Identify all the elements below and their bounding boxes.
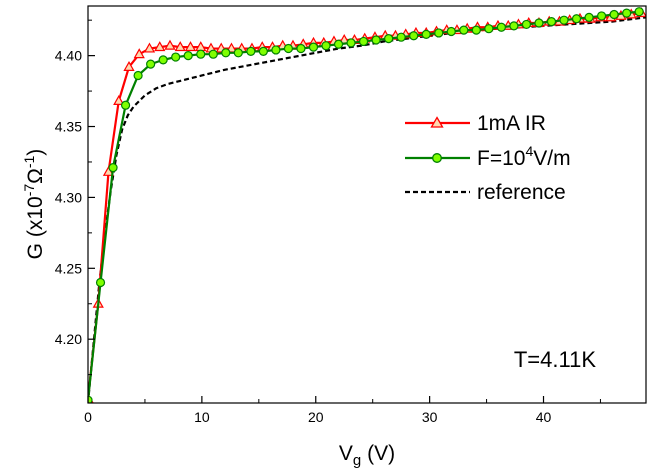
x-axis-title-main: V [339,442,353,465]
legend-label-field-post: V/m [533,147,570,170]
legend-label-1ma-ir: 1mA IR [477,112,546,135]
data-point-triangle [113,94,125,106]
data-point-circle [546,16,557,27]
legend-marker-circle [432,153,442,163]
data-point-triangle [123,60,135,71]
data-point-triangle [164,39,176,50]
data-point-circle [446,26,456,37]
data-point-circle [346,38,356,48]
legend-label-field-sup: 4 [525,143,533,159]
y-tick-label: 4.40 [55,48,82,64]
y-axis-title: G (x10-7Ω-1) [21,149,47,260]
data-point-circle [484,24,494,34]
data-point-circle [108,163,118,173]
data-point-circle [371,35,381,45]
data-point-circle [146,59,156,69]
data-point-circle [95,277,106,288]
data-point-circle [622,8,632,18]
y-tick-label: 4.35 [55,119,82,135]
data-point-circle [584,12,594,22]
x-tick-label: 20 [308,409,324,425]
data-point-circle [258,46,268,56]
data-point-triangle [154,41,166,52]
legend-label-field: F=104V/m [477,143,571,170]
x-tick-label: 0 [84,409,92,425]
data-point-circle [133,70,143,81]
data-point-triangle [174,41,186,52]
x-tick-label: 40 [536,409,552,425]
data-point-circle [246,46,256,56]
legend-label-field-pre: F=10 [477,147,525,170]
data-point-circle [196,49,206,59]
data-point-circle [158,55,168,65]
data-point-circle [233,48,243,58]
y-tick-label: 4.20 [55,331,82,347]
data-point-circle [358,36,369,47]
data-point-circle [609,9,619,20]
x-tick-label: 30 [422,409,438,425]
y-axis-title-mid: Ω [24,168,47,184]
data-point-circle [634,7,644,17]
data-point-circle [434,28,444,38]
data-point-circle [459,25,469,35]
data-point-triangle [184,41,197,52]
data-point-circle [120,100,131,110]
legend-entry-field: F=104V/m [405,143,571,170]
data-point-circle [571,14,582,24]
plot-frame [87,5,647,404]
y-tick-label: 4.30 [55,189,82,205]
ticks-layer: 0 10 20 30 40 4.20 4.25 4.30 4.35 4.40 [55,19,601,425]
data-point-circle [509,21,519,31]
data-point-circle [471,25,481,35]
data-point-circle [333,39,344,49]
data-point-circle [559,15,569,25]
y-tick-label: 4.25 [55,260,82,276]
data-point-circle [534,18,544,28]
y-axis-title-end: ) [24,149,47,156]
legend-entry-reference: reference [405,181,566,204]
plot-area [88,6,646,403]
series-layer [88,7,646,403]
data-point-circle [221,48,231,58]
legend: 1mA IR F=104V/m reference [405,112,571,204]
data-point-triangle [143,42,156,53]
data-point-triangle [133,48,145,59]
data-point-circle [384,34,394,44]
legend-marker-triangle [430,116,444,128]
data-point-circle [596,11,607,21]
data-point-circle [308,42,319,52]
temperature-annotation: T=4.11K [514,347,596,372]
legend-entry-1ma-ir: 1mA IR [405,112,546,135]
data-point-circle [271,45,281,55]
data-point-circle [283,43,294,54]
x-tick-label: 10 [194,409,210,425]
data-point-circle [296,43,306,54]
legend-label-reference: reference [477,181,566,204]
data-point-circle [321,41,331,51]
data-point-circle [171,52,181,62]
x-axis-title: Vg (V) [339,442,395,469]
x-axis-title-unit: (V) [361,442,395,465]
y-axis-title-exp2: -1 [21,155,37,168]
y-axis-title-exp1: -7 [21,184,37,197]
x-axis-title-sub: g [353,452,361,469]
data-point-circle [409,31,419,41]
data-point-circle [496,22,506,32]
data-point-circle [208,49,218,59]
data-point-circle [396,32,406,42]
data-point-circle [521,19,532,30]
data-point-circle [183,51,193,61]
data-point-circle [421,29,431,39]
data-point-circle [88,395,93,403]
y-axis-title-main: G (x10 [24,196,47,259]
